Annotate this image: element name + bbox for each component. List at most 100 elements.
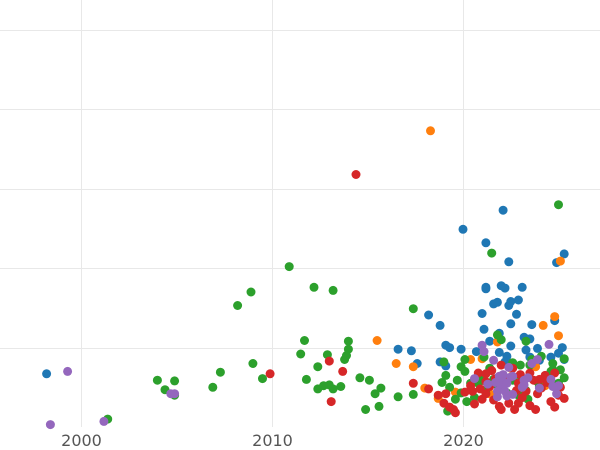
- data-point-s4-1: [45, 420, 55, 430]
- data-point-s4-31: [492, 392, 502, 402]
- data-point-s4-17: [544, 339, 554, 349]
- data-point-s0-34: [533, 343, 542, 353]
- data-point-s3-52: [481, 369, 491, 379]
- data-point-s3-3: [324, 356, 334, 366]
- x-tick-labels: 2000 2010 2020: [61, 431, 484, 450]
- data-point-s0-6: [492, 297, 502, 307]
- data-point-s0-25: [445, 343, 455, 353]
- data-point-s3-40: [466, 381, 476, 391]
- data-point-s2-80: [441, 370, 451, 380]
- data-point-s3-1: [265, 369, 275, 379]
- data-point-s4-10: [504, 362, 514, 372]
- data-point-s3-32: [559, 393, 569, 403]
- data-point-s2-29: [170, 376, 180, 386]
- data-point-s2-8: [300, 336, 309, 345]
- x-tick-label-0: 2000: [61, 431, 102, 450]
- data-point-s2-20: [376, 383, 386, 393]
- data-point-s1-6: [391, 359, 401, 368]
- data-point-s2-34: [370, 389, 380, 399]
- data-point-s3-0: [351, 170, 361, 179]
- data-point-s2-74: [460, 366, 470, 376]
- x-gridlines: [81, 0, 464, 427]
- data-point-s0-29: [559, 249, 569, 259]
- data-point-s2-14: [313, 362, 323, 372]
- data-point-s1-7: [408, 362, 418, 372]
- data-point-s0-20: [477, 309, 487, 318]
- data-point-s1-5: [372, 336, 382, 345]
- data-point-s4-30: [500, 386, 510, 396]
- data-point-s3-4: [326, 397, 336, 407]
- data-point-s2-0: [554, 200, 563, 210]
- data-point-s2-69: [462, 397, 472, 407]
- data-point-s0-10: [500, 283, 510, 293]
- data-point-s2-81: [437, 378, 447, 387]
- data-point-s4-20: [552, 389, 562, 399]
- data-point-s0-28: [406, 346, 416, 356]
- data-point-s4-34: [508, 371, 518, 381]
- data-point-s2-25: [328, 384, 338, 394]
- data-point-s2-18: [355, 373, 365, 383]
- data-point-s2-44: [496, 335, 506, 345]
- data-point-s3-30: [550, 402, 560, 412]
- data-points: [42, 126, 569, 430]
- data-point-s3-50: [470, 399, 479, 409]
- x-tick-label-2: 2020: [443, 431, 484, 450]
- data-point-s0-4: [481, 284, 491, 294]
- data-point-s0-27: [393, 344, 403, 354]
- data-point-s3-6: [424, 384, 434, 394]
- data-point-s2-31: [208, 382, 218, 392]
- data-point-s4-0: [63, 366, 73, 376]
- data-point-s4-35: [483, 379, 493, 389]
- data-point-s4-32: [502, 378, 512, 388]
- data-point-s0-13: [513, 295, 523, 305]
- data-point-s2-39: [439, 357, 449, 367]
- data-point-s1-2: [550, 312, 560, 322]
- data-point-s2-7: [408, 304, 418, 314]
- data-point-s0-21: [479, 324, 489, 334]
- data-point-s3-19: [504, 398, 514, 408]
- data-point-s0-0: [42, 369, 52, 379]
- data-point-s4-16: [533, 355, 542, 364]
- data-point-s2-24: [313, 384, 323, 394]
- data-point-s4-4: [170, 389, 180, 399]
- data-point-s4-18: [546, 374, 556, 384]
- data-point-s2-45: [521, 336, 531, 346]
- data-point-s1-4: [554, 331, 563, 341]
- data-point-s4-29: [548, 382, 558, 391]
- data-point-s2-26: [258, 374, 267, 384]
- data-point-s2-15: [215, 367, 225, 377]
- data-point-s2-22: [336, 382, 346, 391]
- data-point-s3-2: [338, 366, 348, 376]
- data-point-s3-49: [441, 389, 451, 399]
- data-point-s2-49: [559, 354, 569, 364]
- data-point-s2-48: [548, 359, 558, 368]
- data-point-s0-15: [512, 309, 521, 319]
- data-point-s2-3: [309, 282, 319, 292]
- data-point-s0-9: [504, 257, 514, 267]
- data-point-s4-2: [99, 416, 109, 426]
- data-point-s3-48: [460, 387, 470, 397]
- data-point-s0-46: [554, 348, 563, 358]
- data-point-s3-25: [531, 405, 541, 414]
- data-point-s4-24: [491, 378, 500, 387]
- data-point-s0-8: [498, 205, 508, 215]
- data-point-s0-2: [481, 238, 491, 248]
- data-point-s2-35: [374, 401, 384, 411]
- data-point-s4-6: [479, 347, 489, 357]
- data-point-s2-67: [450, 394, 460, 404]
- data-point-s0-36: [506, 341, 516, 351]
- data-point-s3-15: [481, 389, 491, 399]
- data-point-s2-4: [328, 285, 338, 295]
- data-point-s2-66: [559, 373, 569, 383]
- data-point-s4-7: [489, 355, 499, 365]
- data-point-s1-1: [555, 256, 565, 266]
- data-point-s2-6: [233, 301, 243, 310]
- data-point-s0-23: [435, 320, 445, 330]
- data-point-s2-13: [248, 359, 258, 368]
- data-point-s3-7: [433, 390, 443, 400]
- data-point-s1-3: [538, 320, 548, 330]
- data-point-s4-9: [498, 370, 508, 380]
- data-point-s2-5: [246, 287, 256, 297]
- data-point-s0-1: [458, 224, 468, 234]
